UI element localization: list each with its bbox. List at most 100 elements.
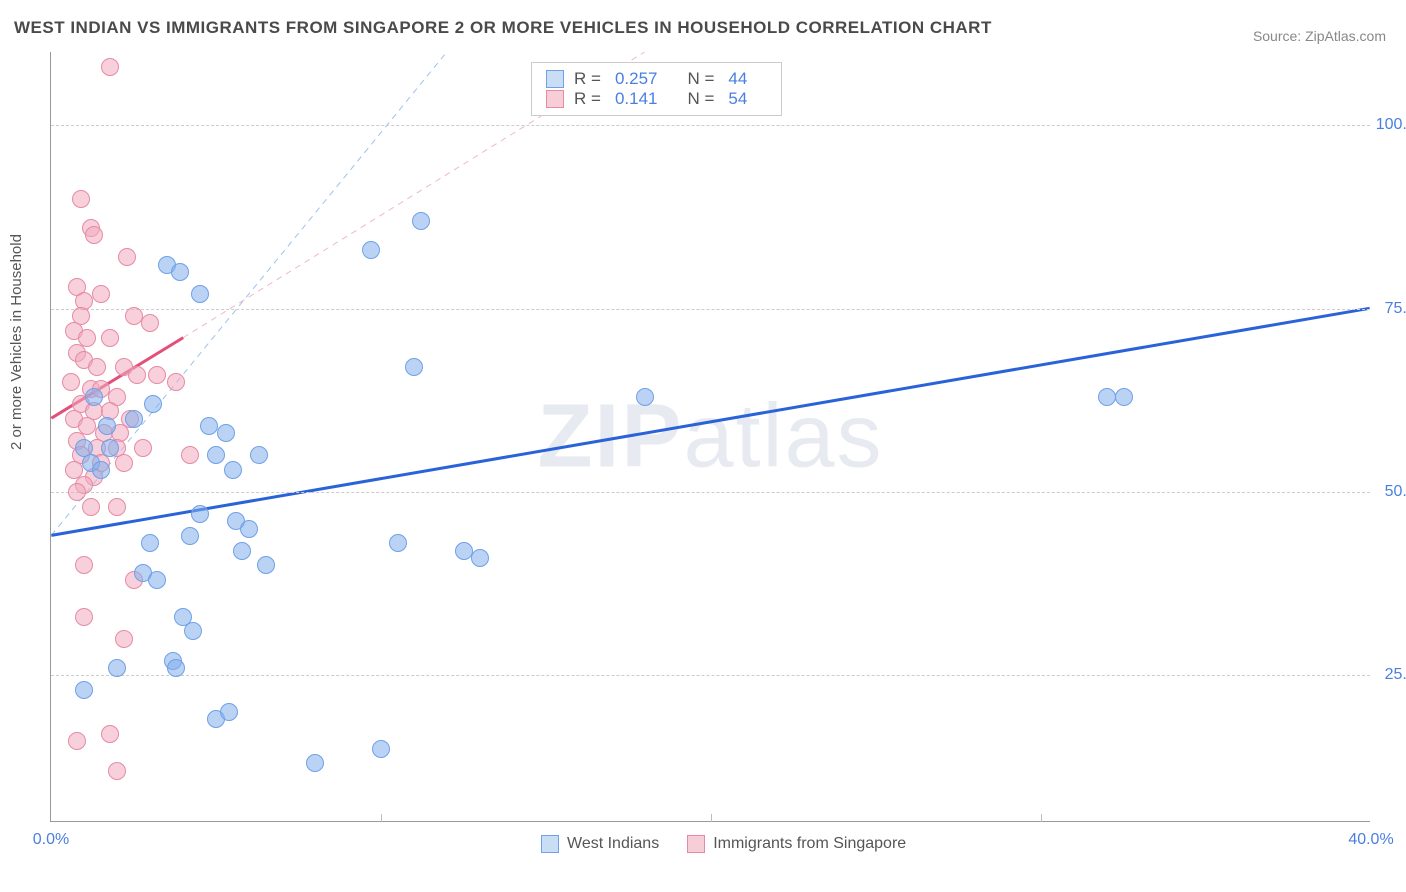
data-point xyxy=(75,556,93,574)
source-prefix: Source: xyxy=(1253,28,1305,44)
data-point xyxy=(1115,388,1133,406)
data-point xyxy=(82,498,100,516)
data-point xyxy=(240,520,258,538)
watermark-bold: ZIP xyxy=(537,386,683,486)
data-point xyxy=(115,454,133,472)
trend-lines-layer xyxy=(51,52,1370,821)
data-point xyxy=(85,226,103,244)
legend-correlation: R = 0.257 N = 44 R = 0.141 N = 54 xyxy=(531,62,782,116)
legend-n-label: N = xyxy=(687,89,714,109)
data-point xyxy=(191,505,209,523)
data-point xyxy=(134,439,152,457)
watermark-light: atlas xyxy=(683,386,883,486)
data-point xyxy=(362,241,380,259)
source-credit: Source: ZipAtlas.com xyxy=(1253,28,1386,44)
y-tick-label: 25.0% xyxy=(1385,666,1406,684)
data-point xyxy=(92,461,110,479)
data-point xyxy=(141,314,159,332)
data-point xyxy=(181,527,199,545)
data-point xyxy=(257,556,275,574)
data-point xyxy=(207,446,225,464)
legend-n-value: 54 xyxy=(728,89,747,109)
data-point xyxy=(88,358,106,376)
legend-r-label: R = xyxy=(574,69,601,89)
data-point xyxy=(200,417,218,435)
data-point xyxy=(101,725,119,743)
data-point xyxy=(101,439,119,457)
legend-swatch xyxy=(546,90,564,108)
legend-r-value: 0.257 xyxy=(615,69,658,89)
trend-line xyxy=(51,308,1369,535)
legend-r-label: R = xyxy=(574,89,601,109)
data-point xyxy=(455,542,473,560)
data-point xyxy=(108,659,126,677)
legend-n-value: 44 xyxy=(728,69,747,89)
legend-swatch xyxy=(546,70,564,88)
x-tick-label: 0.0% xyxy=(33,831,69,849)
y-tick-label: 75.0% xyxy=(1385,300,1406,318)
data-point xyxy=(115,630,133,648)
x-tick-mark xyxy=(381,814,382,822)
scatter-plot: ZIPatlas R =0.257N =44R =0.141N =54 West… xyxy=(50,52,1370,822)
data-point xyxy=(1098,388,1116,406)
y-tick-label: 50.0% xyxy=(1385,483,1406,501)
data-point xyxy=(108,762,126,780)
gridline-horizontal xyxy=(51,125,1370,126)
x-tick-mark xyxy=(1041,814,1042,822)
data-point xyxy=(125,307,143,325)
data-point xyxy=(405,358,423,376)
data-point xyxy=(148,366,166,384)
data-point xyxy=(389,534,407,552)
data-point xyxy=(233,542,251,560)
data-point xyxy=(68,483,86,501)
data-point xyxy=(85,388,103,406)
data-point xyxy=(75,681,93,699)
data-point xyxy=(171,263,189,281)
legend-series: West Indians Immigrants from Singapore xyxy=(541,835,906,853)
data-point xyxy=(148,571,166,589)
data-point xyxy=(636,388,654,406)
data-point xyxy=(141,534,159,552)
legend-item: West Indians xyxy=(541,835,659,853)
x-tick-label: 40.0% xyxy=(1348,831,1393,849)
y-tick-label: 100.0% xyxy=(1376,116,1406,134)
y-axis-label: 2 or more Vehicles in Household xyxy=(8,234,25,450)
data-point xyxy=(191,285,209,303)
watermark: ZIPatlas xyxy=(537,385,883,488)
legend-label: West Indians xyxy=(567,835,659,853)
data-point xyxy=(250,446,268,464)
data-point xyxy=(98,417,116,435)
legend-swatch xyxy=(541,835,559,853)
data-point xyxy=(68,732,86,750)
data-point xyxy=(184,622,202,640)
data-point xyxy=(471,549,489,567)
legend-n-label: N = xyxy=(687,69,714,89)
legend-label: Immigrants from Singapore xyxy=(713,835,906,853)
gridline-horizontal xyxy=(51,309,1370,310)
data-point xyxy=(108,498,126,516)
data-point xyxy=(118,248,136,266)
source-link[interactable]: ZipAtlas.com xyxy=(1305,28,1386,44)
data-point xyxy=(217,424,235,442)
data-point xyxy=(144,395,162,413)
data-point xyxy=(220,703,238,721)
data-point xyxy=(167,659,185,677)
data-point xyxy=(92,285,110,303)
data-point xyxy=(224,461,242,479)
legend-row: R = 0.257 N = 44 xyxy=(546,69,767,89)
gridline-horizontal xyxy=(51,492,1370,493)
legend-r-value: 0.141 xyxy=(615,89,658,109)
legend-row: R = 0.141 N = 54 xyxy=(546,89,767,109)
data-point xyxy=(101,329,119,347)
legend-swatch xyxy=(687,835,705,853)
data-point xyxy=(72,190,90,208)
data-point xyxy=(372,740,390,758)
data-point xyxy=(62,373,80,391)
data-point xyxy=(125,410,143,428)
data-point xyxy=(128,366,146,384)
chart-title: WEST INDIAN VS IMMIGRANTS FROM SINGAPORE… xyxy=(14,18,992,38)
data-point xyxy=(412,212,430,230)
x-tick-mark xyxy=(711,814,712,822)
data-point xyxy=(101,58,119,76)
data-point xyxy=(306,754,324,772)
